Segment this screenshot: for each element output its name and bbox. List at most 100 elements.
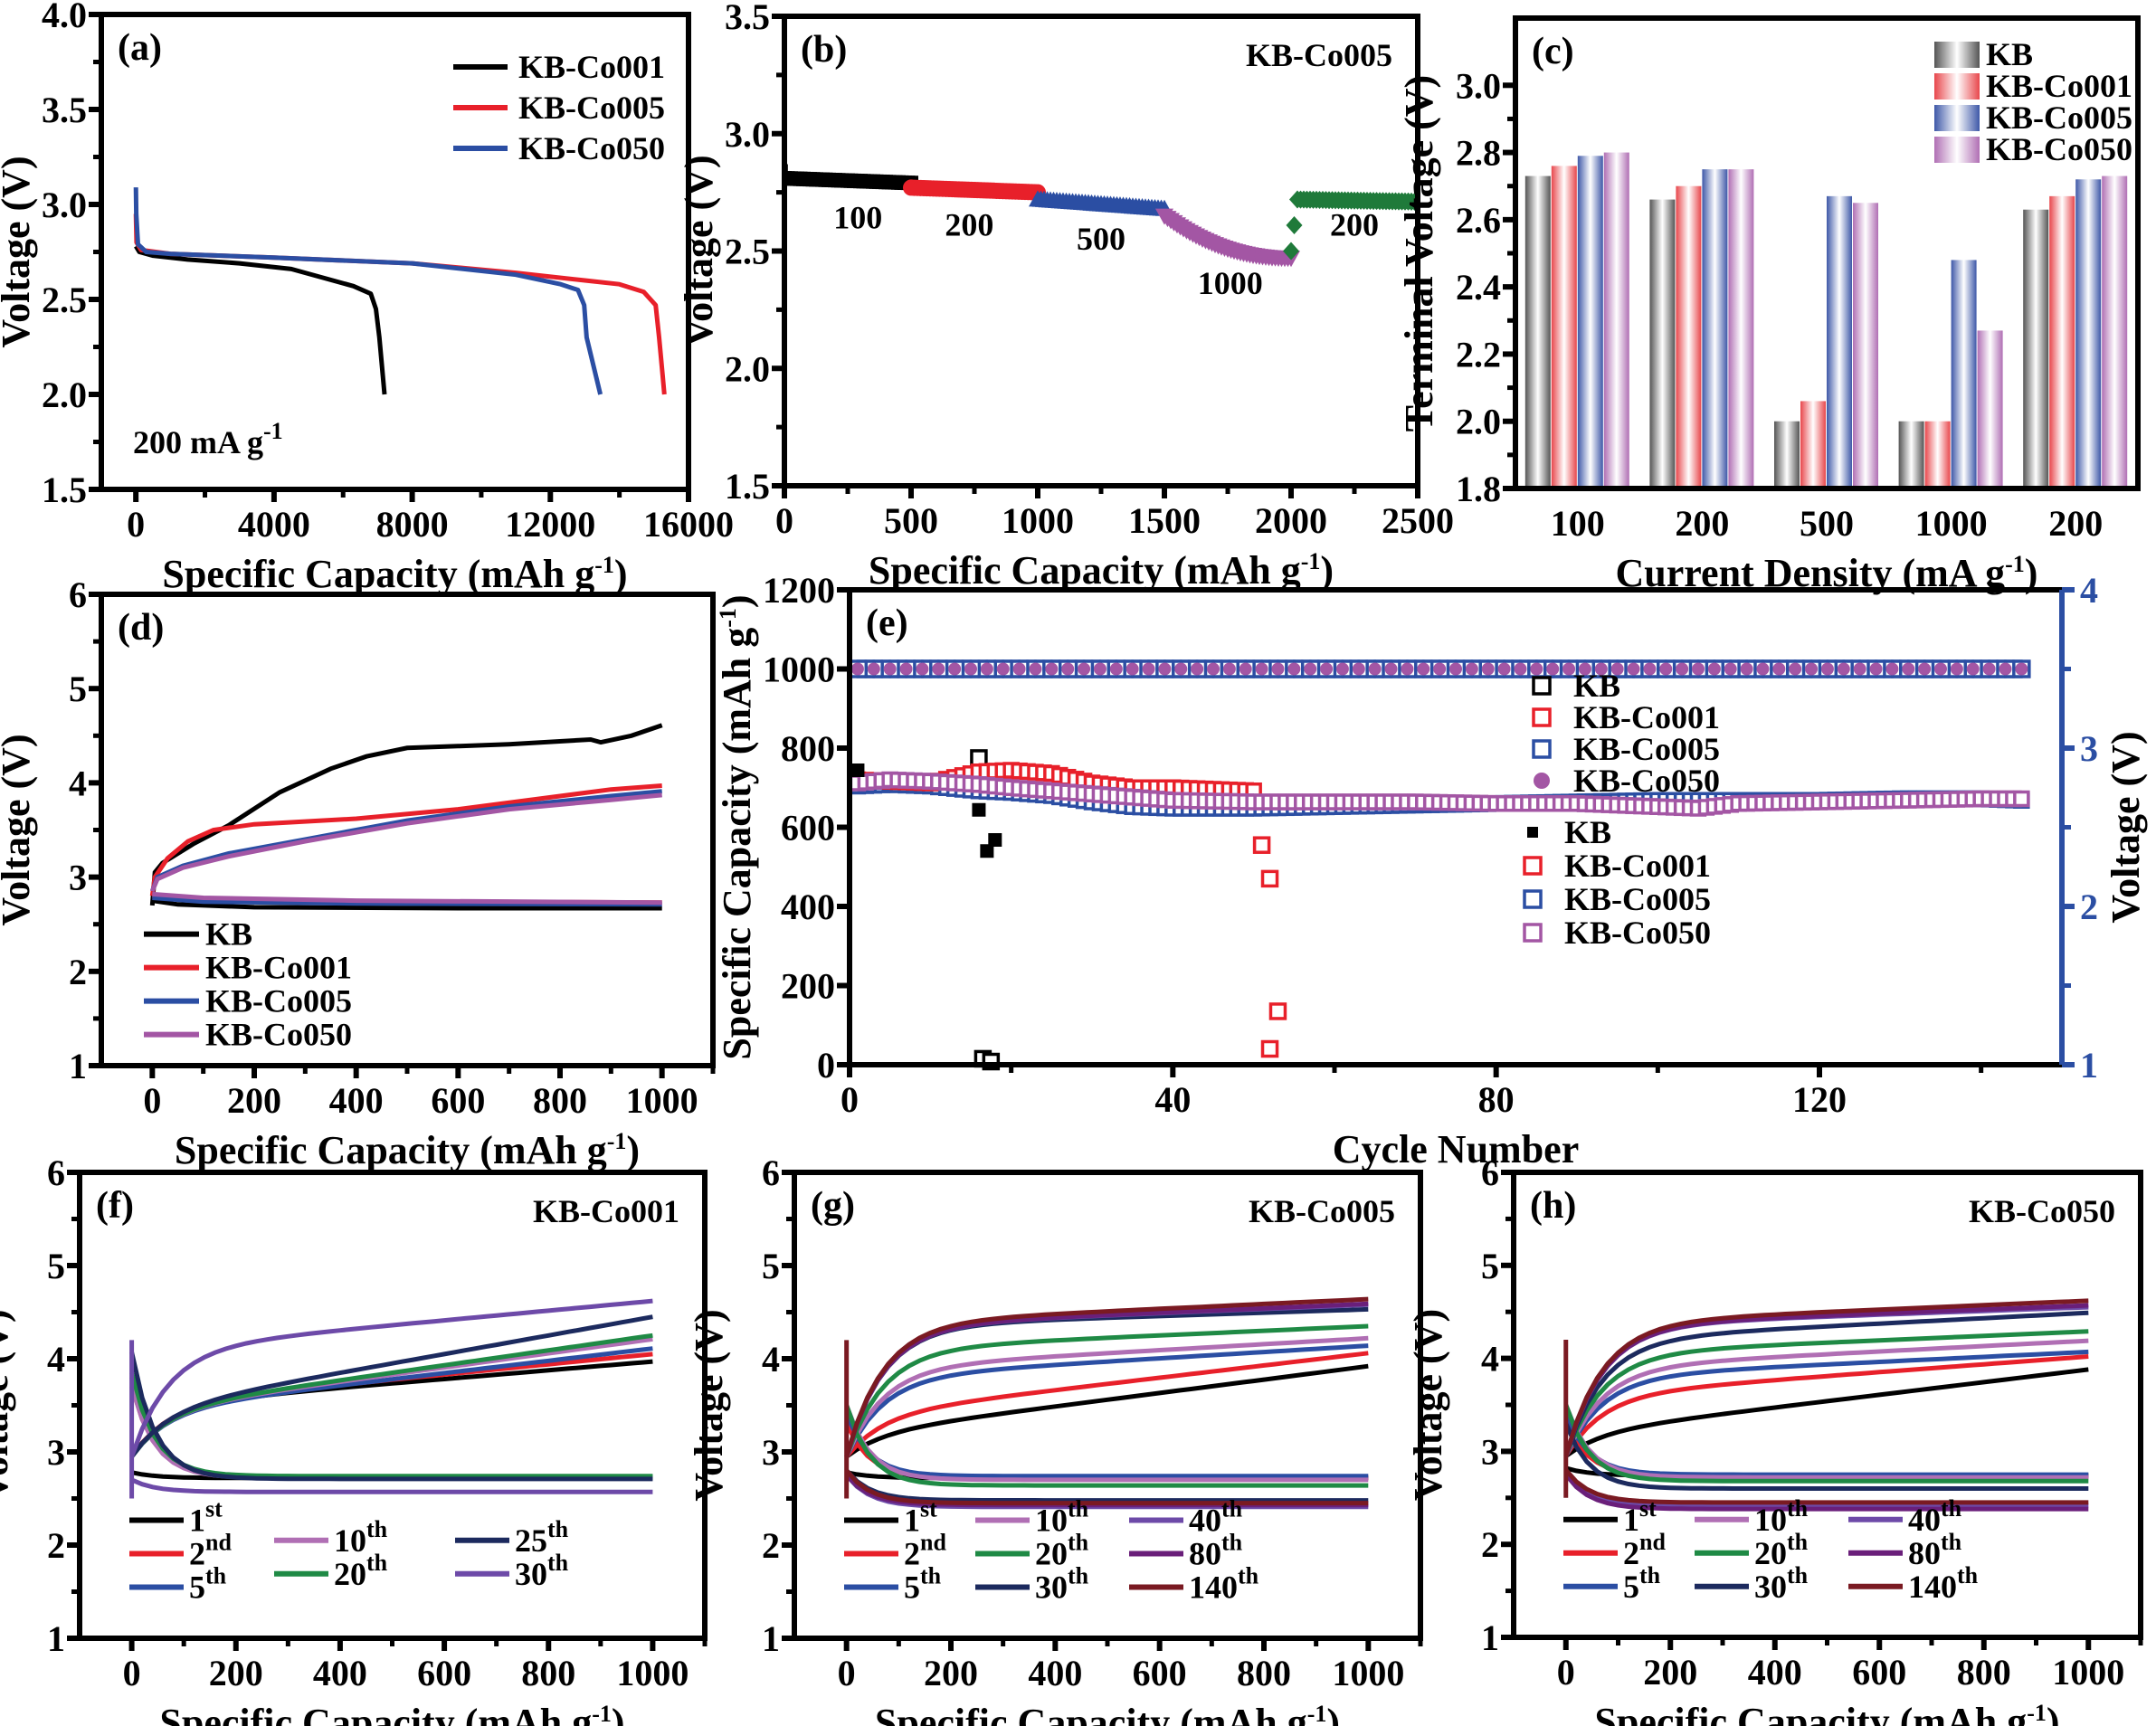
x-tick-label: 200 bbox=[1643, 1652, 1697, 1693]
x-tick-label: 0 bbox=[838, 1653, 856, 1693]
x-tick-label: 400 bbox=[329, 1080, 384, 1121]
x-tick-label: 12000 bbox=[505, 504, 595, 545]
x-tick-label: 1000 bbox=[616, 1653, 689, 1693]
y-tick-label: 800 bbox=[781, 728, 835, 769]
capacity-markers bbox=[848, 659, 2031, 1071]
charge-curve-kb-co005 bbox=[149, 789, 662, 893]
y-tick-label: 4 bbox=[762, 1339, 780, 1380]
y-tick-label: 3 bbox=[47, 1432, 65, 1473]
panel-h: 1 2 3 4 5 6 0 200 400 600 800 1000 Specific Capacity… bbox=[1406, 1152, 2143, 1726]
y-tick-label: 2.6 bbox=[1456, 200, 1501, 241]
discharge-curve-cycle-40 bbox=[1563, 1473, 2089, 1508]
bar-kb bbox=[1898, 421, 1924, 488]
marker-point bbox=[1853, 662, 1866, 676]
discharge-curve-cycle-30 bbox=[1563, 1422, 2089, 1491]
charge-curve-cycle-10 bbox=[844, 1335, 1369, 1458]
bar-kb-co005 bbox=[2075, 179, 2102, 489]
bar-kb-co001 bbox=[1551, 166, 1577, 488]
charge-curve-cycle-2 bbox=[844, 1351, 1369, 1458]
panel-e: 0 200 400 600 800 1000 1200 0 40 80 120 Cycle Numbe… bbox=[715, 570, 2148, 1171]
marker-point bbox=[970, 749, 988, 767]
x-tick-label: 100 bbox=[1551, 503, 1605, 544]
marker-point bbox=[1837, 662, 1850, 676]
y2-tick-label: 3 bbox=[2080, 728, 2098, 769]
x-tick-label: 0 bbox=[127, 504, 145, 545]
y-tick-label: 1 bbox=[69, 1046, 87, 1086]
y-tick-label: 5 bbox=[47, 1246, 65, 1286]
x-tick-label: 200 bbox=[1675, 503, 1729, 544]
marker-point bbox=[1283, 242, 1299, 261]
y-tick-label: 2 bbox=[47, 1525, 65, 1566]
discharge-curve-cycle-2 bbox=[1563, 1422, 2089, 1479]
y-tick-label: 3 bbox=[69, 858, 87, 898]
y-tick-label: 3.0 bbox=[725, 114, 770, 155]
marker-point bbox=[1029, 662, 1042, 676]
legend-label: 2nd bbox=[189, 1530, 232, 1572]
charge-curve-cycle-1 bbox=[845, 1363, 1369, 1459]
marker-point bbox=[883, 662, 897, 676]
marker-point bbox=[1627, 662, 1640, 676]
marker-point bbox=[1789, 662, 1802, 676]
y-tick-label: 4 bbox=[47, 1339, 65, 1380]
x-axis-title: Specific Capacity (mAh g-1) bbox=[1594, 1700, 2059, 1726]
y-tick-label: 4.0 bbox=[42, 0, 87, 35]
legend-label: KB bbox=[1564, 814, 1611, 850]
legend-label: 5th bbox=[904, 1563, 942, 1606]
discharge-curve-kb-co050 bbox=[152, 891, 662, 906]
y-axis-title: Voltage (V) bbox=[0, 1309, 16, 1501]
marker-point bbox=[980, 844, 994, 858]
marker-point bbox=[1934, 662, 1947, 676]
marker-point bbox=[1142, 662, 1155, 676]
marker-point bbox=[1514, 662, 1527, 676]
plot-frame bbox=[792, 1170, 1423, 1641]
marker-point bbox=[2015, 662, 2028, 676]
marker-point bbox=[1449, 662, 1462, 676]
legend-label: KB-Co005 bbox=[518, 90, 665, 126]
marker-point bbox=[1820, 662, 1834, 676]
charge-curve-cycle-80 bbox=[844, 1301, 1369, 1457]
discharge-curve-cycle-10 bbox=[844, 1404, 1369, 1483]
y2-tick-label: 2 bbox=[2080, 887, 2098, 927]
current-density-annotation: 200 mA g-1 bbox=[133, 418, 283, 460]
marker-point bbox=[1740, 662, 1753, 676]
discharge-curve-cycle-80 bbox=[1563, 1473, 2089, 1512]
y-tick-label: 1.5 bbox=[42, 469, 87, 510]
panel-label: (g) bbox=[811, 1185, 855, 1227]
y-tick-label: 2.0 bbox=[1456, 402, 1501, 442]
y-axis-title: Voltage (V) bbox=[1406, 1309, 1450, 1501]
marker-point bbox=[1191, 662, 1204, 676]
discharge-curve-cycle-10 bbox=[1563, 1404, 2089, 1480]
y-tick-label: 3.0 bbox=[1456, 65, 1501, 106]
marker-point bbox=[996, 662, 1010, 676]
legend-label: 1st bbox=[1623, 1495, 1657, 1538]
legend-label: 2nd bbox=[904, 1530, 946, 1572]
marker-point bbox=[1125, 662, 1139, 676]
legend-label: KB-Co001 bbox=[1564, 848, 1711, 884]
marker-point bbox=[1534, 773, 1550, 789]
charge-curve-cycle-25 bbox=[129, 1314, 653, 1458]
panel-b: 100 200 500 1000 200 1.5 2.0 2.5 3.0 3.5 0 500 1000 1… bbox=[677, 0, 1454, 593]
bar-kb-co005 bbox=[1951, 260, 1977, 488]
marker-point bbox=[1692, 662, 1705, 676]
y-tick-label: 2.2 bbox=[1456, 334, 1501, 375]
legend-label: KB bbox=[1573, 668, 1620, 704]
y-tick-label: 2.0 bbox=[42, 375, 87, 415]
y-tick-label: 6 bbox=[47, 1152, 65, 1193]
marker-point bbox=[1497, 662, 1511, 676]
charge-curve-cycle-30 bbox=[129, 1298, 653, 1458]
marker-point bbox=[1384, 662, 1398, 676]
marker-point bbox=[1260, 869, 1279, 888]
marker-point bbox=[1174, 662, 1188, 676]
bar-kb-co001 bbox=[1800, 401, 1826, 488]
legend-label: KB-Co050 bbox=[1573, 763, 1720, 799]
marker-point bbox=[1207, 662, 1220, 676]
x-tick-label: 2000 bbox=[1255, 500, 1327, 541]
marker-point bbox=[1724, 662, 1737, 676]
marker-point bbox=[1304, 662, 1317, 676]
current-label: 100 bbox=[833, 200, 882, 236]
legend-label: KB-Co005 bbox=[1573, 731, 1720, 767]
y2-axis-title: Voltage (V) bbox=[2104, 731, 2148, 923]
discharge-curve-kb bbox=[151, 898, 662, 911]
y-tick-label: 1 bbox=[47, 1618, 65, 1659]
